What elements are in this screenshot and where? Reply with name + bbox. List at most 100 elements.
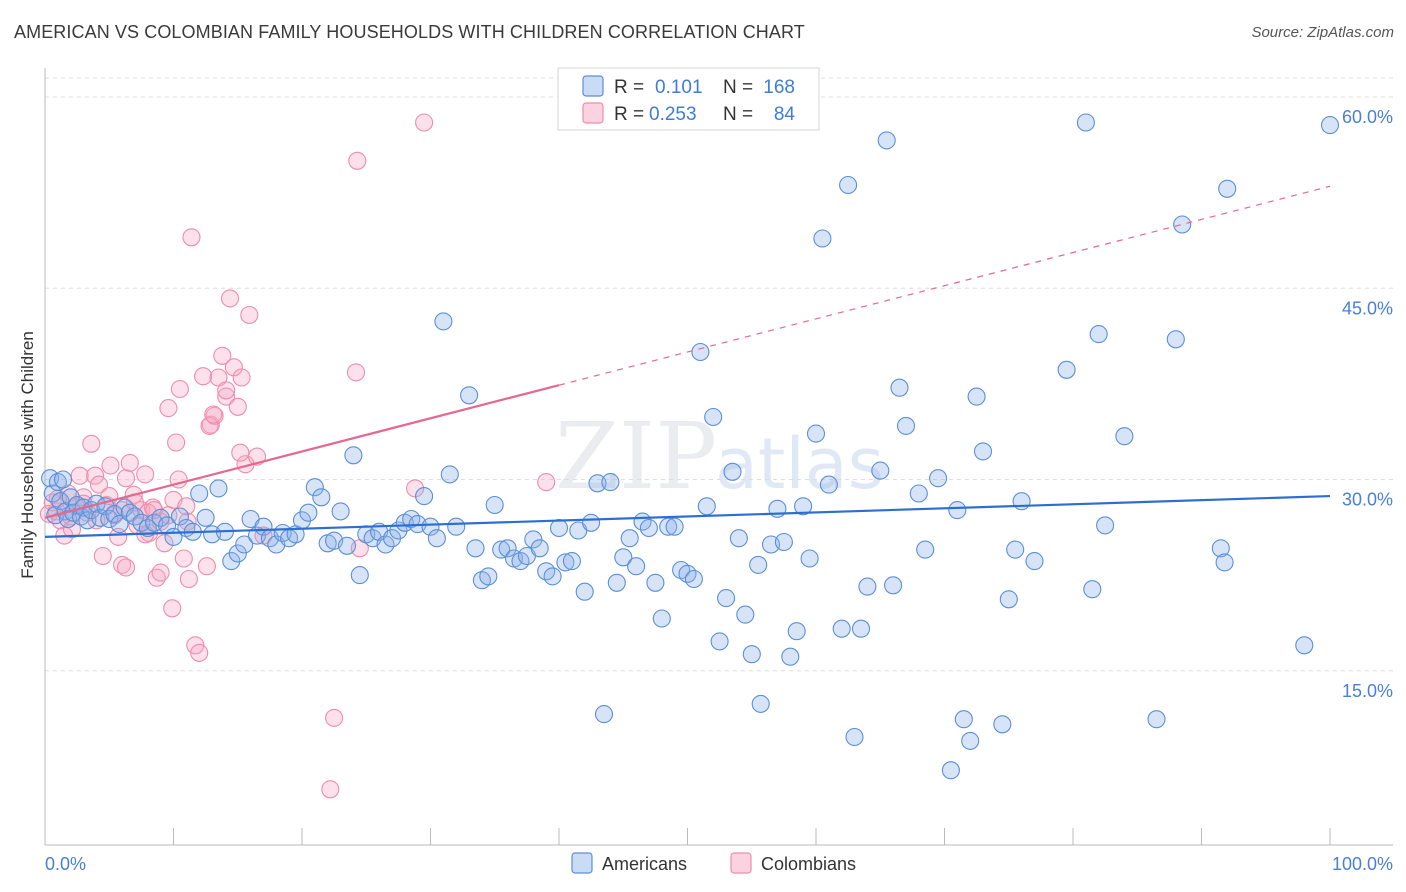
american-point-74 bbox=[460, 386, 479, 405]
colombian-point-62 bbox=[537, 473, 556, 492]
american-point-40 bbox=[235, 535, 254, 554]
colombian-point-37 bbox=[182, 228, 201, 247]
legend-americans-label: Americans bbox=[602, 854, 687, 874]
watermark-zip: ZIP bbox=[555, 403, 717, 510]
american-point-147 bbox=[961, 731, 980, 750]
colombian-point-39 bbox=[190, 643, 209, 662]
american-point-137 bbox=[877, 131, 896, 150]
american-point-38 bbox=[222, 552, 241, 571]
american-point-56 bbox=[337, 536, 357, 555]
american-point-70 bbox=[427, 529, 446, 548]
colombian-point-48 bbox=[224, 358, 243, 377]
american-point-19 bbox=[105, 504, 124, 523]
american-point-112 bbox=[704, 407, 723, 427]
colombian-point-52 bbox=[240, 305, 259, 325]
y-tick-label-0: 15.0% bbox=[1342, 681, 1393, 701]
american-point-132 bbox=[839, 175, 858, 195]
legend-americans-swatch bbox=[571, 852, 593, 874]
colombian-point-31 bbox=[159, 399, 178, 418]
american-point-110 bbox=[691, 342, 710, 362]
colombian-point-55 bbox=[321, 780, 340, 799]
american-point-146 bbox=[954, 710, 973, 729]
american-point-99 bbox=[620, 529, 639, 548]
colombian-point-49 bbox=[228, 397, 247, 416]
y-tick-label-2: 45.0% bbox=[1342, 298, 1393, 318]
american-point-100 bbox=[627, 557, 646, 576]
american-point-136 bbox=[871, 461, 890, 480]
american-point-126 bbox=[794, 497, 813, 516]
american-point-52 bbox=[312, 488, 331, 507]
colombian-point-82 bbox=[217, 381, 236, 400]
colombian-point-41 bbox=[197, 557, 216, 576]
american-point-128 bbox=[806, 424, 826, 443]
american-point-92 bbox=[575, 582, 594, 601]
chart-title: AMERICAN VS COLOMBIAN FAMILY HOUSEHOLDS … bbox=[14, 22, 805, 42]
colombian-point-43 bbox=[205, 406, 224, 425]
colombian-point-74 bbox=[116, 558, 136, 577]
americans-n-value: 168 bbox=[763, 77, 795, 98]
american-point-98 bbox=[614, 548, 633, 567]
colombian-point-21 bbox=[120, 453, 139, 472]
legend-colombians-label: Colombians bbox=[761, 854, 856, 874]
american-point-133 bbox=[845, 727, 864, 747]
colombian-point-33 bbox=[167, 433, 186, 452]
colombian-point-83 bbox=[231, 443, 250, 462]
american-point-116 bbox=[729, 529, 748, 548]
american-point-134 bbox=[851, 619, 871, 638]
american-point-72 bbox=[440, 465, 459, 484]
american-point-142 bbox=[916, 540, 935, 559]
american-point-62 bbox=[376, 535, 395, 554]
american-point-34 bbox=[196, 508, 215, 527]
american-point-155 bbox=[1057, 360, 1076, 379]
american-point-84 bbox=[524, 530, 543, 549]
american-point-117 bbox=[736, 605, 755, 624]
colombian-point-20 bbox=[116, 469, 136, 488]
american-point-145 bbox=[948, 501, 967, 520]
american-point-33 bbox=[190, 484, 209, 503]
x-tick-marks bbox=[44, 828, 1331, 845]
american-point-105 bbox=[659, 517, 678, 536]
american-point-5 bbox=[53, 470, 73, 489]
american-point-162 bbox=[1166, 330, 1185, 349]
american-point-135 bbox=[858, 577, 877, 596]
american-point-95 bbox=[594, 705, 614, 724]
y-tick-label-1: 30.0% bbox=[1342, 490, 1393, 510]
american-point-96 bbox=[601, 473, 620, 492]
y-tick-label-3: 60.0% bbox=[1342, 107, 1393, 127]
american-point-79 bbox=[492, 540, 511, 559]
american-point-111 bbox=[697, 497, 716, 516]
colombian-point-73 bbox=[177, 497, 196, 516]
american-point-124 bbox=[781, 647, 800, 666]
american-point-3 bbox=[48, 473, 67, 492]
american-point-156 bbox=[1076, 113, 1095, 132]
american-point-30 bbox=[170, 507, 189, 526]
american-point-69 bbox=[421, 517, 440, 536]
colombian-point-40 bbox=[194, 367, 213, 386]
american-point-18 bbox=[100, 509, 119, 529]
american-point-130 bbox=[819, 475, 838, 494]
american-point-55 bbox=[331, 502, 350, 521]
colombians-points bbox=[39, 113, 556, 799]
americans-r-label: R = bbox=[614, 77, 644, 98]
american-point-125 bbox=[787, 622, 806, 641]
colombians-trend-line-dashed bbox=[558, 185, 1331, 386]
american-point-36 bbox=[209, 479, 228, 498]
american-point-1 bbox=[43, 484, 62, 503]
colombian-point-47 bbox=[220, 289, 240, 308]
americans-r-value: 0.101 bbox=[655, 77, 703, 98]
american-point-58 bbox=[350, 566, 369, 585]
american-point-85 bbox=[530, 539, 549, 558]
colombian-point-13 bbox=[89, 475, 109, 494]
american-point-114 bbox=[717, 589, 736, 608]
colombian-point-80 bbox=[200, 416, 219, 435]
american-point-51 bbox=[305, 478, 324, 497]
source-label: Source: ZipAtlas.com bbox=[1251, 24, 1394, 41]
american-point-165 bbox=[1215, 553, 1234, 572]
american-point-23 bbox=[125, 507, 144, 526]
colombian-point-14 bbox=[93, 546, 112, 566]
colombian-point-30 bbox=[155, 534, 174, 553]
american-point-77 bbox=[479, 567, 498, 586]
colombian-point-56 bbox=[325, 708, 344, 727]
american-point-166 bbox=[1218, 179, 1237, 198]
